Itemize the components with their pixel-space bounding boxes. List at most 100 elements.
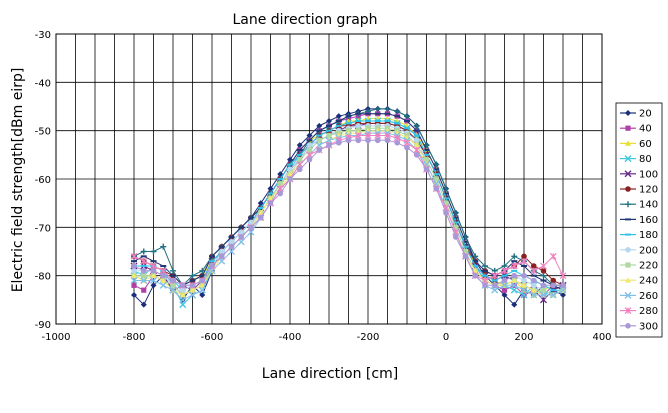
- data-point: [501, 287, 508, 293]
- data-point: [228, 243, 235, 250]
- data-point: [374, 132, 382, 139]
- data-point: [277, 181, 283, 187]
- data-point: [481, 277, 489, 284]
- y-tick-label: -40: [35, 78, 51, 89]
- data-point: [179, 292, 186, 298]
- data-point: [433, 176, 439, 182]
- legend-item: 160: [620, 215, 658, 226]
- data-point: [413, 152, 420, 158]
- data-point: [257, 209, 264, 216]
- legend-marker: [625, 262, 631, 268]
- data-point: [326, 132, 332, 139]
- data-point: [510, 281, 518, 289]
- data-point: [559, 272, 567, 280]
- data-point: [433, 185, 440, 192]
- data-point: [404, 113, 410, 120]
- y-tick-label: -60: [35, 175, 51, 186]
- data-point: [384, 132, 391, 139]
- legend-item: 200: [620, 245, 658, 256]
- legend-item: 140: [620, 200, 658, 211]
- data-point: [159, 267, 167, 275]
- data-point: [403, 139, 411, 147]
- data-point: [374, 105, 381, 112]
- data-point: [170, 282, 176, 288]
- data-point: [218, 248, 225, 255]
- data-point: [521, 282, 527, 288]
- legend-label: 240: [639, 276, 658, 287]
- data-point: [355, 123, 362, 129]
- data-point: [482, 263, 488, 269]
- data-point: [179, 287, 186, 293]
- data-point: [267, 195, 274, 201]
- data-point: [491, 282, 498, 289]
- data-point: [423, 157, 430, 163]
- data-point: [413, 142, 420, 148]
- legend-marker: [625, 110, 631, 116]
- chart-title: Lane direction graph: [232, 12, 377, 28]
- y-axis-label: Electric field strength[dBm eirp]: [10, 68, 26, 293]
- data-point: [530, 263, 537, 269]
- data-point: [384, 105, 391, 112]
- data-point: [150, 268, 157, 274]
- legend-marker: [625, 201, 631, 208]
- data-point: [530, 291, 538, 299]
- data-point: [198, 286, 206, 294]
- data-point: [501, 267, 508, 275]
- data-point: [413, 122, 420, 129]
- data-point: [530, 282, 537, 289]
- data-point: [521, 277, 527, 284]
- legend-label: 80: [639, 154, 652, 165]
- data-point: [160, 277, 167, 283]
- series-300: [131, 137, 566, 289]
- data-point: [413, 137, 420, 144]
- legend-item: 80: [620, 154, 652, 165]
- data-point: [306, 151, 313, 159]
- data-point: [453, 224, 459, 230]
- legend-marker: [625, 277, 631, 283]
- data-point: [238, 234, 245, 240]
- x-tick-label: 0: [443, 332, 449, 343]
- x-tick-label: 400: [592, 332, 611, 343]
- data-point: [287, 166, 293, 173]
- data-point: [248, 224, 254, 231]
- data-point: [277, 190, 284, 197]
- data-point: [540, 287, 547, 293]
- data-point: [257, 214, 264, 221]
- data-point: [179, 282, 186, 289]
- legend-label: 180: [639, 230, 658, 241]
- data-point: [130, 252, 138, 260]
- legend-label: 20: [639, 109, 652, 120]
- data-point: [131, 272, 137, 279]
- data-point: [170, 277, 176, 284]
- x-tick-label: 200: [514, 332, 533, 343]
- data-point: [520, 286, 528, 294]
- data-point: [267, 185, 274, 192]
- y-tick-label: -70: [35, 223, 51, 234]
- legend-label: 100: [639, 169, 658, 180]
- data-point: [228, 239, 235, 245]
- legend-marker: [625, 140, 631, 146]
- data-point: [218, 253, 225, 260]
- legend-marker: [625, 323, 631, 329]
- series-160: [131, 112, 566, 292]
- data-point: [150, 277, 157, 284]
- data-point: [521, 253, 527, 260]
- data-point: [384, 137, 391, 144]
- series-group: [130, 105, 567, 309]
- data-point: [131, 263, 137, 269]
- data-point: [159, 281, 167, 289]
- data-point: [511, 301, 518, 308]
- x-tick-label: -200: [357, 332, 380, 343]
- data-point: [296, 166, 303, 173]
- x-tick-label: -400: [279, 332, 302, 343]
- data-point: [511, 253, 518, 260]
- data-point: [549, 291, 557, 299]
- legend-item: 60: [620, 139, 652, 150]
- data-point: [491, 286, 499, 294]
- x-tick-label: -1000: [41, 332, 70, 343]
- data-point: [326, 118, 332, 124]
- data-point: [316, 147, 323, 153]
- data-point: [150, 262, 157, 270]
- legend-item: 280: [620, 306, 658, 317]
